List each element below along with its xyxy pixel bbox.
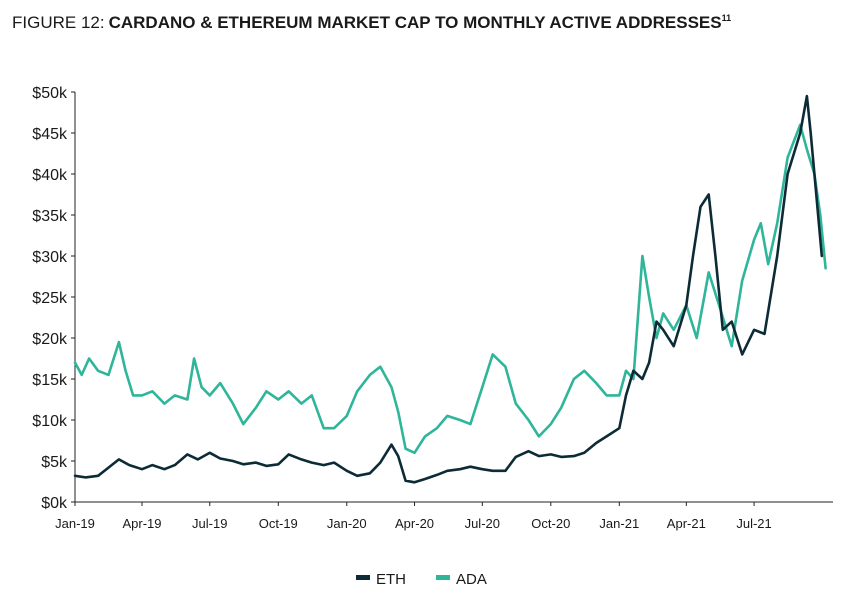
legend-swatch-ada [436,575,450,580]
y-tick-label: $25k [32,290,68,307]
y-tick-label: $40k [32,167,68,184]
y-tick-label: $50k [32,85,68,102]
x-tick-label: Jan-19 [55,516,95,531]
y-tick-label: $20k [32,331,68,348]
x-tick-label: Apr-21 [667,516,706,531]
x-tick-label: Oct-19 [259,516,298,531]
x-tick-label: Jan-20 [327,516,367,531]
title-prefix: FIGURE 12: [12,13,105,32]
legend-swatch-eth [356,575,370,580]
x-tick-label: Jul-21 [736,516,771,531]
y-tick-label: $15k [32,372,68,389]
x-axis-ticks: Jan-19 Apr-19 Jul-19 Oct-19 Jan-20 Apr-20 Jul-… [55,502,772,531]
title-main: CARDANO & ETHEREUM MARKET CAP TO MONTHLY… [109,13,722,32]
title-superscript: 11 [722,13,732,23]
legend: ETH ADA [356,571,487,588]
series-line-eth [73,94,824,484]
series-lines [73,94,827,484]
x-tick-label: Apr-19 [122,516,161,531]
y-tick-label: $35k [32,208,68,225]
x-tick-label: Jan-21 [599,516,639,531]
legend-label-eth: ETH [376,571,406,588]
legend-label-ada: ADA [456,571,487,588]
x-tick-label: Apr-20 [395,516,434,531]
series-line-ada [73,123,827,455]
x-tick-label: Jul-19 [192,516,227,531]
chart-title: FIGURE 12: CARDANO & ETHEREUM MARKET CAP … [12,13,731,32]
y-tick-label: $30k [32,249,68,266]
y-tick-label: $45k [32,126,68,143]
y-axis-ticks: $0k $5k $10k $15k $20k $25k $30k $35k $40k $45k $5… [32,85,75,512]
y-tick-label: $0k [41,495,68,512]
x-tick-label: Oct-20 [531,516,570,531]
y-tick-label: $10k [32,413,68,430]
x-tick-label: Jul-20 [465,516,500,531]
y-tick-label: $5k [41,454,68,471]
